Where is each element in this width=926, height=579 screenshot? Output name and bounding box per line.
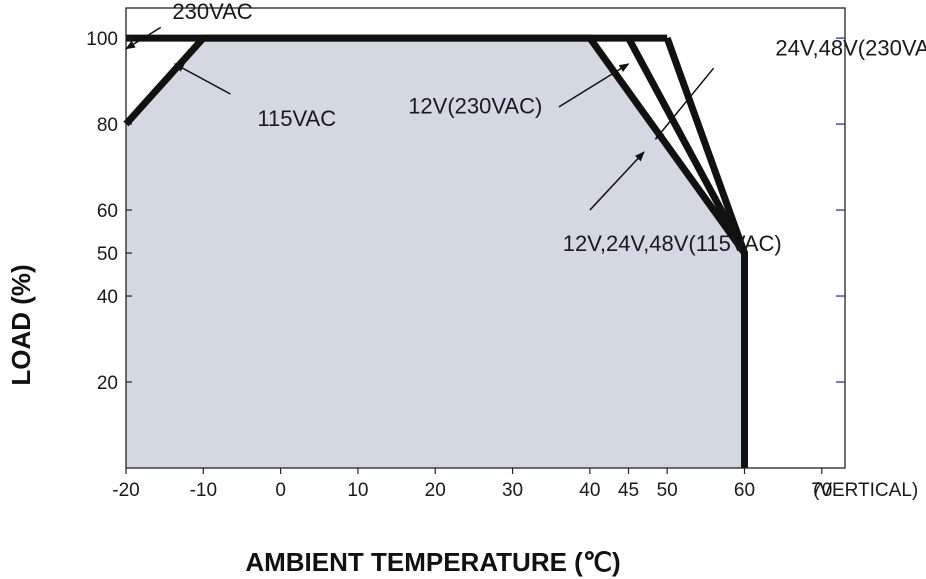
plot-frame	[125, 7, 846, 469]
series-line	[663, 36, 748, 255]
x-tick-label: 30	[502, 480, 523, 501]
y-tick-labels: 20 40 50 60 80 100	[86, 29, 132, 394]
annotation-arrow	[558, 63, 630, 108]
annotation-arrow	[173, 63, 231, 95]
x-tick-label: 70	[811, 480, 832, 501]
y-tick-label: 60	[97, 201, 118, 222]
y-tick-label: 20	[97, 373, 118, 394]
annotation-arrow	[654, 67, 715, 140]
x-tick-labels: -20 -10 0 10 20 30 40 45 50 60 70	[112, 468, 832, 501]
x-tick-label: 0	[275, 480, 286, 501]
y-tick-label: 50	[97, 244, 118, 265]
annotation-arrow	[589, 151, 645, 211]
x-tick-label: 60	[734, 480, 755, 501]
annotations: 230VAC 115VAC 12V(230VAC) 12V,24V,48V(115VA…	[125, 0, 926, 256]
x-axis-extra-label: (VERTICAL)	[813, 480, 918, 501]
annotation-label: 12V,24V,48V(115VAC)	[563, 231, 782, 256]
x-tick-label: 20	[425, 480, 446, 501]
operating-area	[126, 38, 745, 469]
x-tick-label: -20	[112, 480, 139, 501]
annotation-arrow	[125, 26, 162, 50]
right-axis-ticks	[836, 37, 845, 383]
annotation-label: 24V,48V(230VAC)	[775, 35, 926, 60]
x-tick-label: -10	[190, 480, 217, 501]
x-tick-label: 10	[347, 480, 368, 501]
y-tick-label: 40	[97, 287, 118, 308]
x-axis-title: AMBIENT TEMPERATURE (℃)	[245, 547, 620, 577]
series-line	[625, 36, 748, 255]
annotation-label: 115VAC	[257, 106, 336, 131]
annotation-label: 12V(230VAC)	[408, 93, 542, 118]
x-tick-label: 50	[657, 480, 678, 501]
y-tick-label: 100	[86, 29, 118, 50]
y-tick-label: 80	[97, 115, 118, 136]
annotation-label: 230VAC	[172, 0, 252, 24]
y-axis-title: LOAD (%)	[6, 264, 36, 385]
x-tick-label: 45	[618, 480, 639, 501]
x-tick-label: 40	[579, 480, 600, 501]
